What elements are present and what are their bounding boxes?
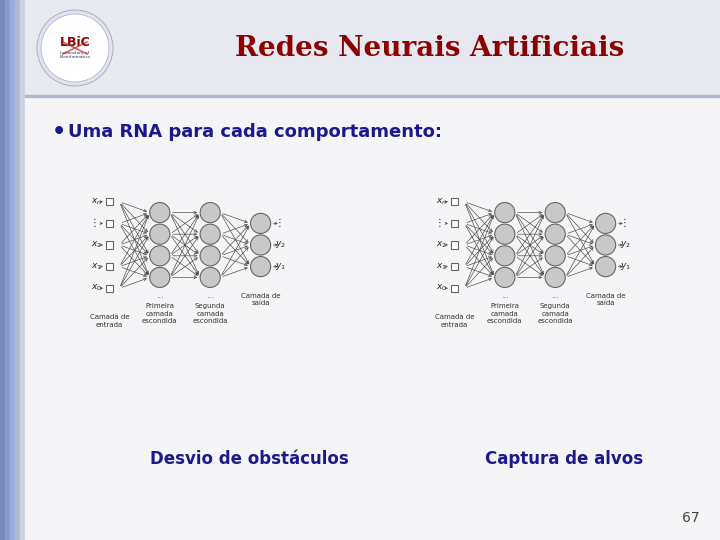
Bar [451,220,458,227]
Text: ⋮: ⋮ [90,218,100,228]
Bar [25,95,720,97]
Text: $y_2$: $y_2$ [620,240,631,251]
Circle shape [37,10,113,86]
Circle shape [150,246,170,266]
Text: ⋮: ⋮ [275,218,284,228]
Bar [15,0,20,540]
Text: 67: 67 [683,511,700,525]
Text: Laboratory of
Bioinformatics: Laboratory of Bioinformatics [60,51,91,59]
Bar [0,0,5,540]
Circle shape [495,202,515,222]
Bar [20,0,25,540]
Circle shape [150,267,170,287]
Text: $x_0$: $x_0$ [91,283,102,293]
Circle shape [41,14,109,82]
Text: ...: ... [206,292,214,300]
Text: Camada de
entrada: Camada de entrada [90,314,129,328]
Circle shape [545,224,565,244]
Text: Camada de
saída: Camada de saída [241,293,280,306]
Circle shape [200,267,220,287]
Text: $x_2$: $x_2$ [436,240,447,250]
Text: $y_1$: $y_1$ [620,261,631,272]
Text: ⋮: ⋮ [435,218,445,228]
Text: Redes Neurais Artificiais: Redes Neurais Artificiais [235,35,625,62]
Text: $x_1$: $x_1$ [436,261,447,272]
Circle shape [545,202,565,222]
Circle shape [545,246,565,266]
Bar [451,263,458,270]
Circle shape [495,246,515,266]
Text: $x_1$: $x_1$ [91,261,102,272]
Circle shape [495,267,515,287]
Bar [106,263,113,270]
Bar [451,198,458,205]
Text: Camada de
entrada: Camada de entrada [435,314,474,328]
Bar [106,220,113,227]
Bar [106,285,113,292]
Bar [10,0,15,540]
Text: ...: ... [552,292,559,300]
Text: ⋮: ⋮ [620,218,629,228]
Bar [451,285,458,292]
Circle shape [251,213,271,233]
Text: Desvio de obstáculos: Desvio de obstáculos [150,450,348,468]
Text: ...: ... [156,292,163,300]
Text: ...: ... [501,292,509,300]
Text: LBiC: LBiC [60,36,91,49]
Bar [5,0,10,540]
Text: Captura de alvos: Captura de alvos [485,450,643,468]
Text: Segunda
camada
escondida: Segunda camada escondida [537,303,573,325]
Circle shape [251,235,271,255]
Circle shape [200,202,220,222]
Text: $x_n$: $x_n$ [436,197,447,207]
Circle shape [251,256,271,276]
Text: $x_2$: $x_2$ [91,240,102,250]
Text: $x_0$: $x_0$ [436,283,447,293]
Circle shape [200,224,220,244]
Bar [25,97,720,540]
Bar [106,241,113,248]
Circle shape [150,224,170,244]
Text: Primeira
camada
escondida: Primeira camada escondida [142,303,178,325]
Text: Camada de
saída: Camada de saída [586,293,626,306]
Text: Primeira
camada
escondida: Primeira camada escondida [487,303,523,325]
Circle shape [595,256,616,276]
Circle shape [595,213,616,233]
Text: •: • [52,122,66,142]
Circle shape [545,267,565,287]
Circle shape [200,246,220,266]
Text: $y_2$: $y_2$ [275,240,286,251]
Circle shape [595,235,616,255]
Text: Uma RNA para cada comportamento:: Uma RNA para cada comportamento: [68,123,442,141]
Text: Segunda
camada
escondida: Segunda camada escondida [192,303,228,325]
Circle shape [495,224,515,244]
Circle shape [150,202,170,222]
Bar [106,198,113,205]
Bar [25,0,720,95]
Text: $y_1$: $y_1$ [275,261,286,272]
Text: $x_n$: $x_n$ [91,197,102,207]
Bar [451,241,458,248]
